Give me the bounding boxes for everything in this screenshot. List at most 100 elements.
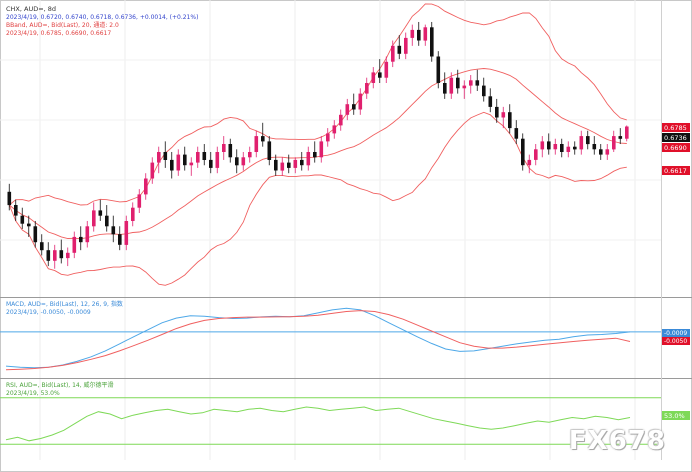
candle-body-1 <box>14 205 18 216</box>
candle-69 <box>456 69 460 94</box>
candle-90 <box>592 136 597 155</box>
candle-62 <box>410 24 415 46</box>
candle-body-80 <box>527 159 532 166</box>
signal-line <box>5 310 631 371</box>
candle-41 <box>274 154 278 176</box>
candle-body-20 <box>137 194 142 208</box>
candle-55 <box>365 77 369 99</box>
candle-16 <box>111 215 116 243</box>
candle-body-61 <box>404 37 408 54</box>
candle-body-6 <box>46 250 51 261</box>
candle-body-16 <box>111 226 116 235</box>
candle-8 <box>59 239 64 264</box>
candle-body-69 <box>456 77 460 89</box>
candle-body-70 <box>462 85 467 89</box>
candle-body-46 <box>306 152 311 166</box>
candle-79 <box>521 133 525 171</box>
candle-body-64 <box>423 27 428 41</box>
candle-80 <box>527 154 532 174</box>
candle-70 <box>462 80 467 99</box>
candle-body-77 <box>508 112 512 129</box>
candle-body-83 <box>547 141 551 150</box>
candle-body-78 <box>514 128 519 139</box>
candle-60 <box>397 35 402 60</box>
candle-23 <box>157 146 161 174</box>
macd-tag-macd: -0.0050 <box>662 337 690 345</box>
candle-body-90 <box>592 144 597 150</box>
candle-body-57 <box>378 72 382 78</box>
symbol-line: CHX, AUD=, 8d <box>6 5 56 13</box>
candle-52 <box>345 98 350 121</box>
svg-text:0.6617: 0.6617 <box>664 167 687 175</box>
candle-body-63 <box>417 29 421 41</box>
svg-text:0.6736: 0.6736 <box>664 134 687 142</box>
candle-2 <box>20 207 25 229</box>
candle-body-51 <box>339 114 343 126</box>
candle-13 <box>92 202 96 232</box>
candle-57 <box>378 59 382 83</box>
svg-text:-0.0009: -0.0009 <box>664 330 687 337</box>
candle-36 <box>241 151 246 171</box>
candle-46 <box>306 146 311 171</box>
candle-body-3 <box>27 223 31 227</box>
candle-33 <box>222 136 226 160</box>
candle-body-71 <box>469 80 473 86</box>
candle-body-43 <box>287 162 291 168</box>
candle-91 <box>599 144 603 160</box>
candle-body-88 <box>579 136 584 150</box>
candle-body-42 <box>280 162 285 171</box>
price-tag-upper: 0.6785 <box>662 123 690 132</box>
candle-93 <box>612 130 616 152</box>
candle-body-67 <box>443 83 447 94</box>
candle-86 <box>566 141 571 158</box>
candle-body-35 <box>235 157 239 166</box>
candle-body-28 <box>189 162 194 166</box>
svg-text:53.0%: 53.0% <box>664 412 685 420</box>
candle-body-12 <box>85 226 90 243</box>
candle-35 <box>235 149 239 174</box>
candle-body-11 <box>79 236 83 243</box>
candle-body-89 <box>586 136 590 145</box>
bb-upper-line <box>9 3 627 206</box>
candle-51 <box>339 109 343 131</box>
candle-body-81 <box>534 149 538 160</box>
candle-body-47 <box>313 152 317 158</box>
candle-body-24 <box>163 152 168 160</box>
candle-94 <box>618 128 623 145</box>
candle-body-40 <box>267 141 272 160</box>
candle-body-5 <box>40 242 44 251</box>
candle-38 <box>254 130 259 158</box>
bb-line: BBand, AUD=, Bid(Last), 20, 通道: 2.0 <box>6 21 119 29</box>
candle-14 <box>98 199 103 221</box>
candle-39 <box>261 122 265 147</box>
candle-64 <box>423 24 428 46</box>
candle-49 <box>326 128 330 147</box>
candle-body-9 <box>66 252 70 259</box>
candle-body-65 <box>430 27 434 57</box>
candle-75 <box>495 98 499 123</box>
candle-95 <box>625 125 629 142</box>
candle-83 <box>547 133 551 155</box>
candle-body-50 <box>332 125 337 134</box>
ohlc-line: 2023/4/19, 0.6720, 0.6740, 0.6718, 0.673… <box>6 14 198 21</box>
candle-65 <box>430 21 434 62</box>
candle-37 <box>248 146 252 163</box>
candle-body-44 <box>293 159 298 168</box>
candle-61 <box>404 32 408 60</box>
macd-tag-signal: -0.0009 <box>662 329 690 337</box>
candle-body-49 <box>326 133 330 142</box>
candle-body-92 <box>605 149 610 155</box>
candle-body-26 <box>176 154 181 171</box>
candle-71 <box>469 75 473 94</box>
candle-22 <box>150 157 155 184</box>
candle-body-34 <box>228 144 233 158</box>
candle-body-79 <box>521 138 525 166</box>
candle-body-87 <box>573 146 577 150</box>
price-tag-last: 0.6736 <box>662 133 690 142</box>
candle-body-66 <box>436 56 441 83</box>
candle-48 <box>319 136 324 163</box>
candle-body-29 <box>196 152 200 163</box>
candle-body-62 <box>410 29 415 38</box>
candle-body-82 <box>540 141 545 150</box>
candle-body-93 <box>612 136 616 150</box>
